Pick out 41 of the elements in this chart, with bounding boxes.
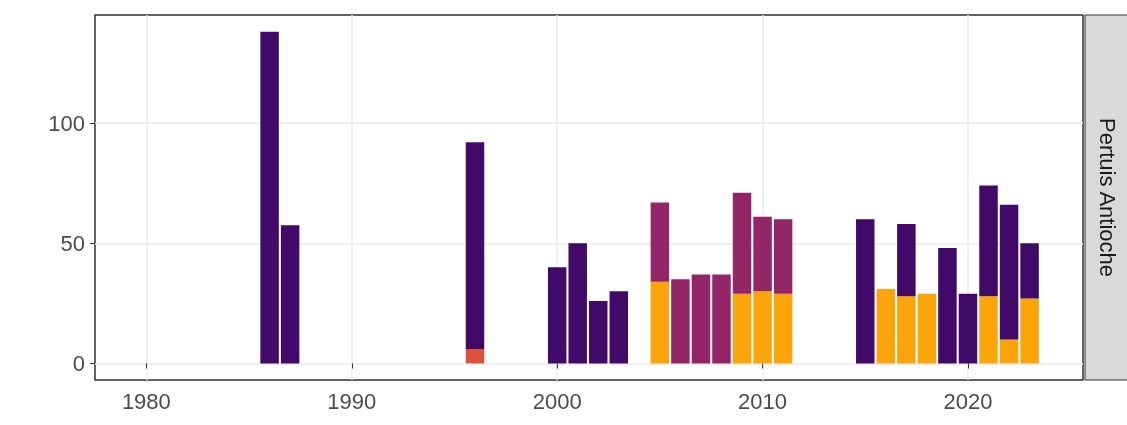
bar [773, 219, 793, 294]
bar [753, 291, 772, 364]
y-tick-label: 100 [48, 110, 85, 136]
bar [979, 185, 998, 297]
bar [650, 281, 670, 364]
bar [773, 293, 793, 364]
bar [897, 296, 916, 364]
bar [897, 224, 916, 297]
bar [465, 349, 485, 364]
bar [958, 293, 978, 364]
bar [753, 216, 772, 292]
bar [260, 31, 279, 364]
bar [938, 248, 957, 364]
bar [712, 274, 731, 364]
bar [547, 267, 567, 364]
bar [917, 293, 937, 364]
y-tick-label: 50 [60, 230, 85, 256]
x-tick-label: 2020 [943, 388, 993, 414]
bar [650, 202, 670, 282]
x-tick-label: 1990 [327, 388, 377, 414]
x-tick-label: 2010 [738, 388, 788, 414]
bar [1020, 298, 1039, 364]
x-tick-label: 1980 [121, 388, 171, 414]
bar [999, 204, 1019, 340]
bar [280, 225, 300, 364]
bar [732, 293, 752, 364]
bar [1020, 243, 1039, 299]
bar [671, 279, 690, 364]
bar [609, 291, 629, 364]
bar [732, 192, 752, 294]
bar [999, 339, 1019, 364]
text: Pertuis Antioche [1094, 118, 1120, 277]
bar [856, 219, 875, 364]
x-tick-label: 2000 [532, 388, 582, 414]
bar [465, 142, 485, 349]
bar [876, 288, 896, 364]
bar [979, 296, 998, 364]
y-tick-label: 0 [72, 350, 85, 376]
bar [691, 274, 711, 364]
bar [568, 243, 587, 364]
bar [589, 300, 608, 364]
